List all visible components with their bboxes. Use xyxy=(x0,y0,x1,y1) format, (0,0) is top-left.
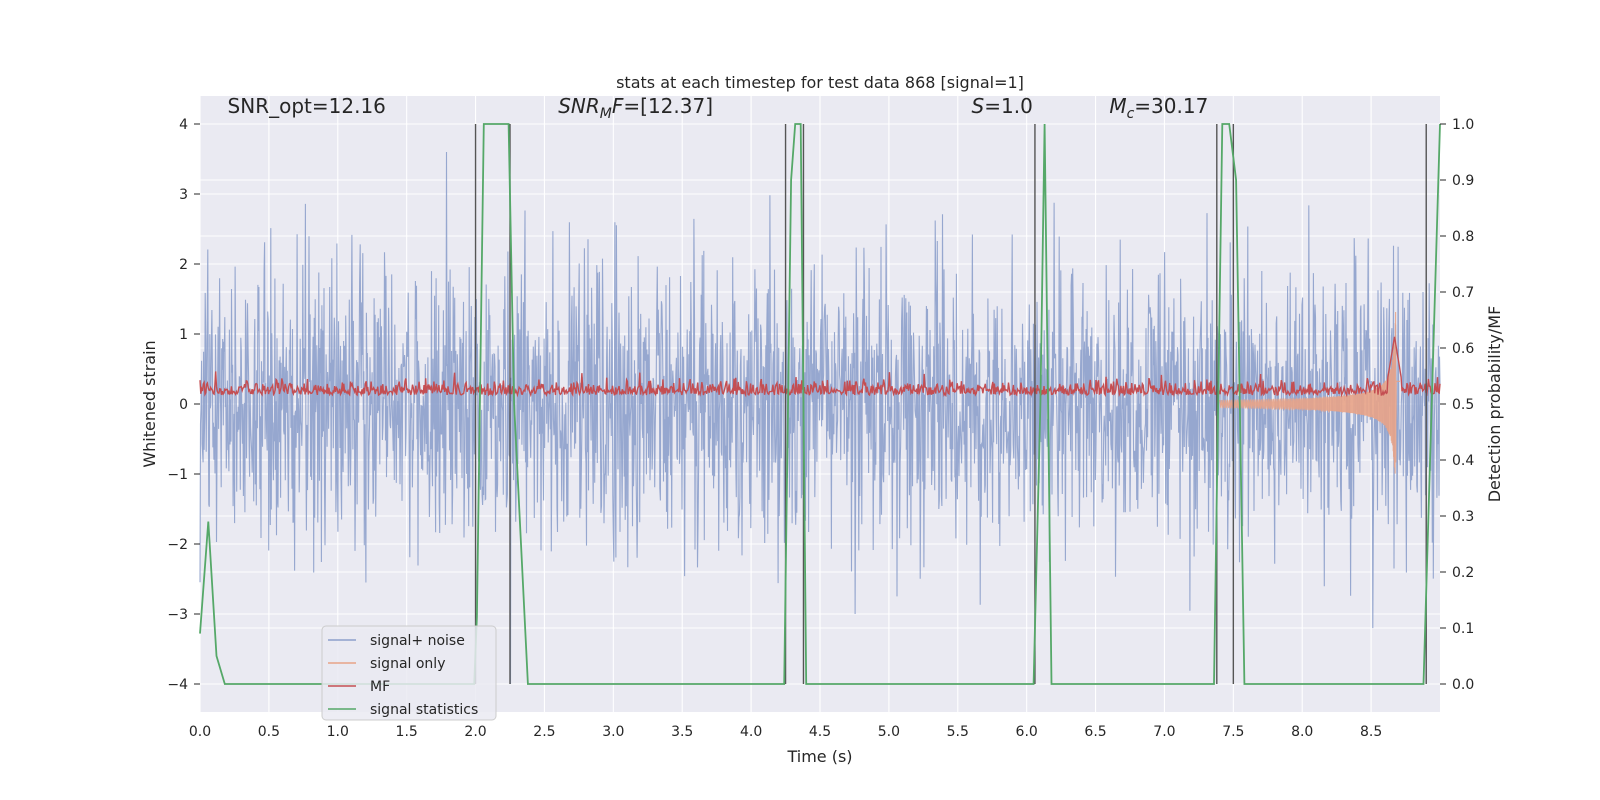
y-tick-label-left: −4 xyxy=(167,677,188,693)
annotation-mc-value: =30.17 xyxy=(1134,94,1208,118)
annotation-snr-mf-sub: M xyxy=(600,106,612,122)
y-tick-label-left: 1 xyxy=(179,327,188,343)
y-tick-label-right: 0.7 xyxy=(1452,285,1474,301)
annotation-mc-symbol: M xyxy=(1109,94,1126,118)
y-axis-left-ticks: −4 −3 −2 −1 0 1 2 3 4 xyxy=(167,117,200,693)
y-axis-left-label: Whitened strain xyxy=(140,340,159,467)
x-tick-label: 3.0 xyxy=(602,724,624,740)
x-tick-label: 7.0 xyxy=(1153,724,1175,740)
series-signal-only xyxy=(1219,311,1400,474)
y-tick-label-left: 2 xyxy=(179,257,188,273)
y-tick-label-left: −1 xyxy=(167,467,188,483)
annotation-mc: Mc=30.17 xyxy=(1109,94,1208,122)
y-tick-label-left: 0 xyxy=(179,397,188,413)
x-tick-label: 5.5 xyxy=(947,724,969,740)
y-tick-label-right: 0.4 xyxy=(1452,453,1474,469)
y-tick-label-left: 3 xyxy=(179,187,188,203)
y-tick-label-right: 0.5 xyxy=(1452,397,1474,413)
x-tick-label: 0.0 xyxy=(189,724,211,740)
y-tick-label-right: 0.9 xyxy=(1452,173,1474,189)
y-tick-label-right: 0.2 xyxy=(1452,565,1474,581)
x-tick-label: 1.5 xyxy=(396,724,418,740)
x-axis-label: Time (s) xyxy=(786,747,852,766)
y-tick-label-left: 4 xyxy=(179,117,188,133)
y-tick-label-right: 1.0 xyxy=(1452,117,1474,133)
legend-entry-signal-noise: signal+ noise xyxy=(370,633,465,649)
y-tick-label-right: 0.1 xyxy=(1452,621,1474,637)
annotation-s-symbol: S xyxy=(972,94,985,118)
annotations: SNR_opt=12.16 SNRMF=[12.37] S=1.0 Mc=30.… xyxy=(228,94,1209,122)
x-axis-ticks: 0.0 0.5 1.0 1.5 2.0 2.5 3.0 3.5 4.0 4.5 5.0 5.5 6.0 6… xyxy=(189,724,1382,740)
signal-only-line xyxy=(1219,311,1400,474)
x-tick-label: 7.5 xyxy=(1222,724,1244,740)
x-tick-label: 2.0 xyxy=(464,724,486,740)
legend-box xyxy=(321,625,497,721)
annotation-mc-sub: c xyxy=(1127,106,1135,122)
x-tick-label: 2.5 xyxy=(533,724,555,740)
y-tick-label-left: −3 xyxy=(167,607,188,623)
y-tick-label-right: 0.0 xyxy=(1452,677,1474,693)
x-tick-label: 0.5 xyxy=(258,724,280,740)
legend-entry-signal-only: signal only xyxy=(370,656,445,672)
annotation-snr-opt: SNR_opt=12.16 xyxy=(228,94,386,118)
annotation-snr-mf-value: =[12.37] xyxy=(623,94,713,118)
y-axis-right-label: Detection probability/MF xyxy=(1485,306,1504,503)
annotation-snr-mf-symbol: SNR xyxy=(558,94,600,118)
y-axis-right-ticks: 0.0 0.1 0.2 0.3 0.4 0.5 0.6 0.7 0.8 0.9 1.0 xyxy=(1440,117,1474,693)
annotation-s: S=1.0 xyxy=(972,94,1033,118)
legend-entry-signal-statistics: signal statistics xyxy=(370,702,478,718)
y-tick-label-right: 0.8 xyxy=(1452,229,1474,245)
x-tick-label: 8.0 xyxy=(1291,724,1313,740)
x-tick-label: 8.5 xyxy=(1360,724,1382,740)
x-tick-label: 4.5 xyxy=(809,724,831,740)
x-tick-label: 1.0 xyxy=(327,724,349,740)
x-tick-label: 5.0 xyxy=(878,724,900,740)
annotation-s-value: =1.0 xyxy=(984,94,1033,118)
annotation-snr-mf: SNRMF=[12.37] xyxy=(558,94,713,122)
annotation-snr-mf-symbol2: F xyxy=(612,94,624,118)
y-tick-label-right: 0.3 xyxy=(1452,509,1474,525)
x-tick-label: 3.5 xyxy=(671,724,693,740)
x-tick-label: 6.0 xyxy=(1016,724,1038,740)
y-tick-label-right: 0.6 xyxy=(1452,341,1474,357)
x-tick-label: 6.5 xyxy=(1084,724,1106,740)
chart-title: stats at each timestep for test data 868… xyxy=(616,73,1024,92)
legend: signal+ noise signal only MF signal stat… xyxy=(321,625,497,721)
x-tick-label: 4.0 xyxy=(740,724,762,740)
legend-entry-mf: MF xyxy=(370,679,390,695)
y-tick-label-left: −2 xyxy=(167,537,188,553)
